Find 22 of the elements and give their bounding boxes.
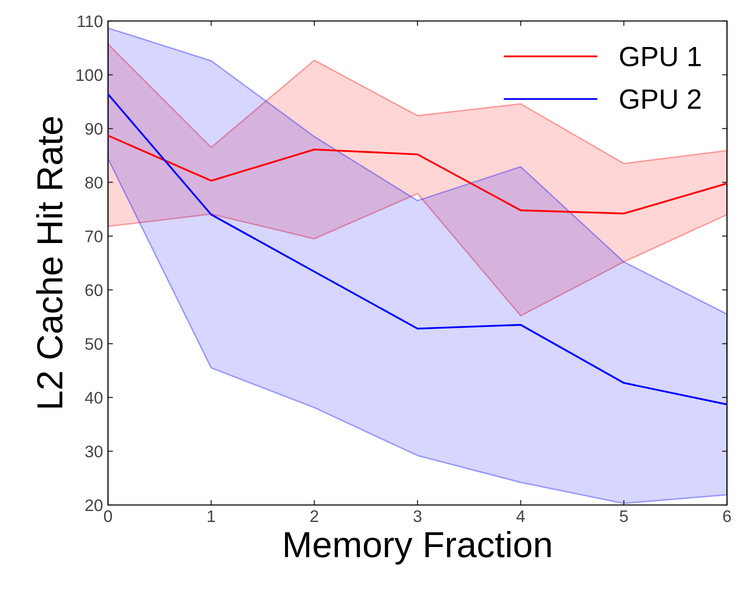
x-tick-label: 6 (723, 510, 731, 522)
y-tick-label: 40 (84, 392, 102, 404)
x-tick-label: 3 (414, 510, 422, 522)
x-tick-label: 5 (620, 510, 628, 522)
y-tick-label: 70 (85, 230, 102, 242)
legend-label: GPU 1 (620, 46, 701, 66)
x-tick-label: 4 (516, 510, 525, 522)
y-axis-title: L2 Cache Hit Rate (36, 117, 63, 408)
y-tick-label: 60 (85, 284, 102, 296)
legend-label: GPU 2 (620, 89, 701, 109)
line-series (108, 134, 727, 214)
x-tick-label: 1 (208, 510, 215, 522)
y-tick-label: 30 (85, 446, 102, 458)
y-tick-label: 50 (85, 338, 102, 350)
x-axis-title: Memory Fraction (285, 530, 551, 565)
x-tick-label: 0 (104, 510, 112, 522)
y-tick-label: 110 (78, 15, 102, 28)
y-tick-label: 100 (76, 69, 102, 81)
y-tick-label: 20 (85, 499, 102, 512)
x-tick-label: 2 (310, 510, 318, 522)
y-tick-label: 80 (85, 176, 102, 189)
y-tick-label: 90 (85, 122, 102, 135)
